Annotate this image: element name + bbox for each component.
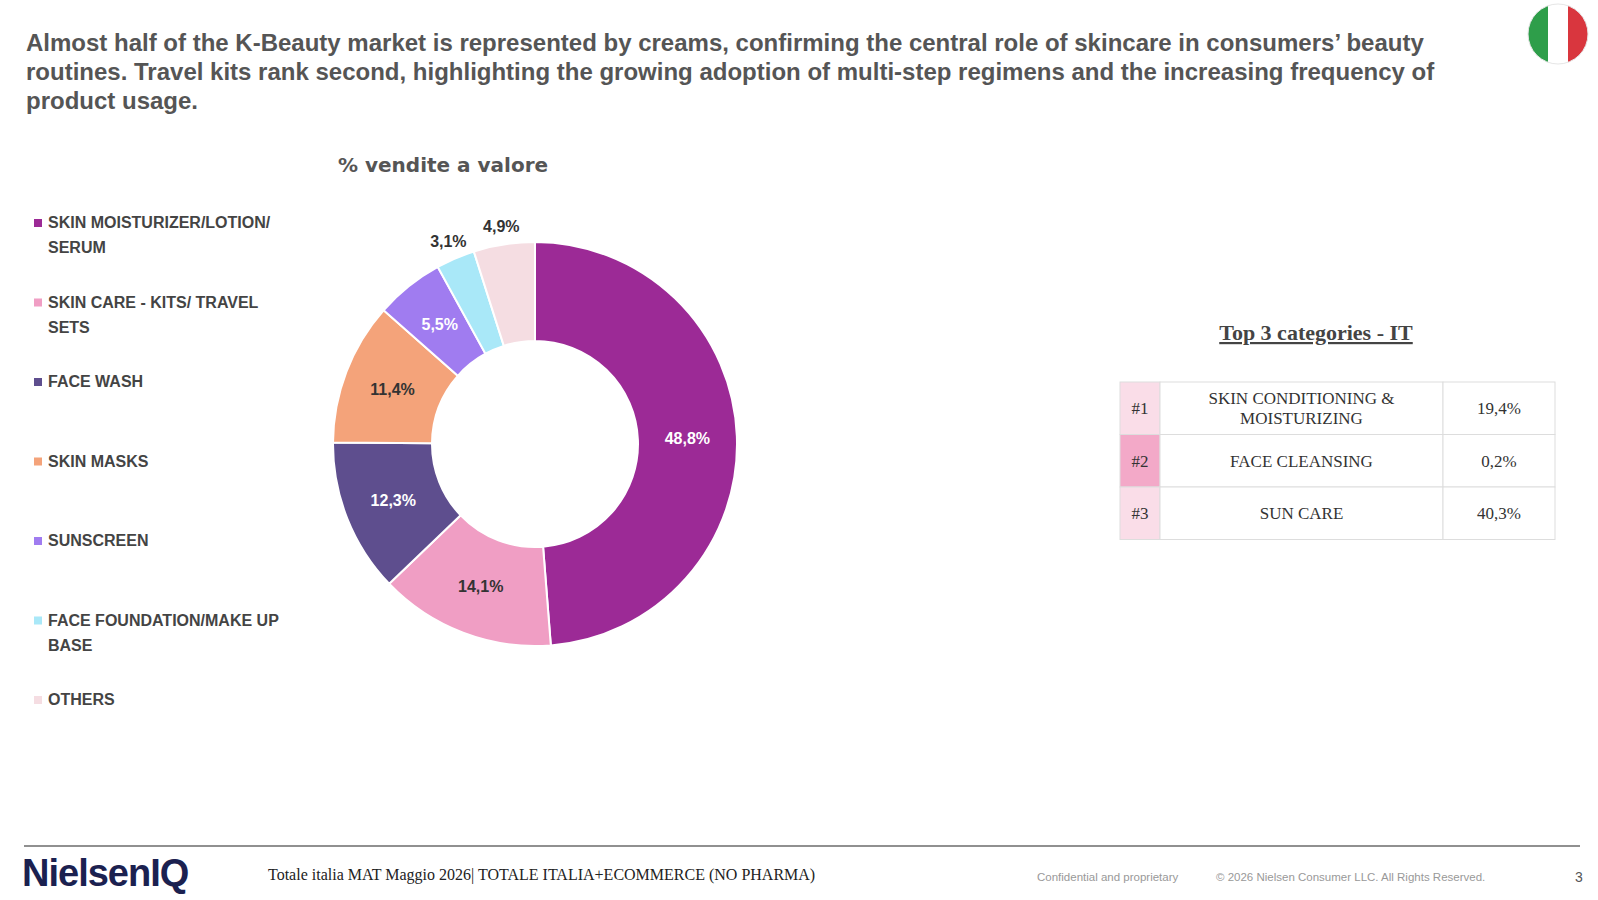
legend-label: OTHERS: [48, 691, 115, 708]
slice: [333, 442, 461, 583]
table-cell: [1443, 382, 1555, 435]
table-cell: [1160, 382, 1443, 435]
text-line: #3: [1132, 504, 1149, 523]
text-line: SUNSCREEN: [48, 532, 148, 549]
text-line: SUN CARE: [1260, 504, 1344, 523]
table-text: 19,4%: [1477, 399, 1521, 418]
text-line: SERUM: [48, 239, 106, 256]
slice: [474, 242, 535, 346]
text-line: OTHERS: [48, 691, 115, 708]
text-line: product usage.: [26, 87, 198, 114]
table-text: 0,2%: [1481, 451, 1516, 470]
text-line: 0,2%: [1481, 451, 1516, 470]
text-line: 19,4%: [1477, 399, 1521, 418]
legend-swatch: [34, 537, 42, 545]
slice: [333, 310, 458, 443]
table-cell: [1160, 435, 1443, 488]
flag-stripe: [1568, 4, 1589, 64]
legend-swatch: [34, 696, 42, 704]
legend-label: FACE FOUNDATION/MAKE UP BASE: [48, 612, 279, 654]
legend-swatch: [34, 378, 42, 386]
legend-swatch: [34, 219, 42, 227]
table-cell: [1443, 487, 1555, 540]
legend-item: OTHERS: [34, 691, 115, 708]
text-line: FACE FOUNDATION/MAKE UP: [48, 612, 279, 629]
table-text: 40,3%: [1477, 504, 1521, 523]
logo: NielsenIQ: [22, 852, 188, 894]
legend-label: SKIN MASKS: [48, 453, 149, 470]
page-number: 3: [1575, 869, 1583, 885]
data-label: 48,8%: [665, 430, 710, 447]
footer-copyright: © 2026 Nielsen Consumer LLC. All Rights …: [1216, 871, 1485, 883]
table-cell: [1160, 487, 1443, 540]
text-line: #1: [1132, 399, 1149, 418]
table-cell: [1120, 435, 1160, 488]
legend-item: FACE FOUNDATION/MAKE UP BASE: [34, 612, 279, 654]
legend-item: SKIN CARE - KITS/ TRAVEL SETS: [34, 294, 259, 336]
text-line: BASE: [48, 637, 93, 654]
legend-label: FACE WASH: [48, 373, 143, 390]
text-line: SKIN MASKS: [48, 453, 149, 470]
table-text: SUN CARE: [1260, 504, 1344, 523]
data-labels: 48,8% 14,1% 12,3% 11,4% 5,5% 3,1% 4,9%: [370, 218, 710, 595]
table-cell: [1443, 435, 1555, 488]
data-label: 14,1%: [458, 578, 503, 595]
slide: Almost half of the K-Beauty market is re…: [0, 0, 1598, 900]
data-label: 12,3%: [371, 492, 416, 509]
legend-item: SKIN MOISTURIZER/LOTION/SERUM: [34, 214, 271, 256]
table-text: #3: [1132, 504, 1149, 523]
slide-title: Almost half of the K-Beauty market is re…: [26, 29, 1435, 114]
text-line: routines. Travel kits rank second, highl…: [26, 58, 1435, 85]
slices: [333, 242, 737, 646]
slice: [535, 242, 737, 645]
text-line: SKIN CARE - KITS/ TRAVEL: [48, 294, 259, 311]
text-line: #2: [1132, 451, 1149, 470]
legend-swatch: [34, 617, 42, 625]
text-line: SETS: [48, 319, 90, 336]
data-label: 3,1%: [430, 233, 466, 250]
text-line: MOISTURIZING: [1240, 409, 1363, 428]
data-label: 5,5%: [421, 316, 457, 333]
legend-item: SKIN MASKS: [34, 453, 149, 470]
text-line: FACE WASH: [48, 373, 143, 390]
flag-stripe: [1528, 4, 1549, 64]
data-label: 11,4%: [370, 381, 414, 398]
data-label: 4,9%: [483, 218, 519, 235]
legend-swatch: [34, 299, 42, 307]
table-cell: [1120, 487, 1160, 540]
flag-stripe: [1548, 4, 1569, 64]
legend-label: SKIN MOISTURIZER/LOTION/SERUM: [48, 214, 271, 256]
table: #1 SKIN CONDITIONING &MOISTURIZING 19,4% #2…: [1120, 382, 1555, 540]
legend-label: SUNSCREEN: [48, 532, 148, 549]
text-line: Almost half of the K-Beauty market is re…: [26, 29, 1424, 56]
flag-border: [1528, 4, 1588, 64]
text-line: SKIN MOISTURIZER/LOTION/: [48, 214, 271, 231]
text-line: FACE CLEANSING: [1230, 451, 1373, 470]
footer-rule: [24, 845, 1580, 846]
donut: 48,8% 14,1% 12,3% 11,4% 5,5% 3,1% 4,9%: [333, 218, 737, 646]
footer-source: Totale italia MAT Maggio 2026| TOTALE IT…: [268, 866, 815, 884]
footer-confidential: Confidential and proprietary: [1037, 871, 1179, 883]
table-text: #2: [1132, 451, 1149, 470]
table-cell: [1120, 382, 1160, 435]
legend-label: SKIN CARE - KITS/ TRAVEL SETS: [48, 294, 259, 336]
legend-item: FACE WASH: [34, 373, 143, 390]
table-text: #1: [1132, 399, 1149, 418]
table-text: FACE CLEANSING: [1230, 451, 1373, 470]
flag: [1528, 4, 1589, 64]
chart-title: % vendite a valore: [338, 153, 548, 177]
table-title: Top 3 categories - IT: [1219, 320, 1413, 345]
text-line: 40,3%: [1477, 504, 1521, 523]
legend-swatch: [34, 458, 42, 466]
table-text: SKIN CONDITIONING &MOISTURIZING: [1208, 389, 1394, 428]
text-line: SKIN CONDITIONING &: [1208, 389, 1394, 408]
legend: SKIN MOISTURIZER/LOTION/SERUM SKIN CARE -…: [34, 214, 279, 708]
legend-item: SUNSCREEN: [34, 532, 148, 549]
